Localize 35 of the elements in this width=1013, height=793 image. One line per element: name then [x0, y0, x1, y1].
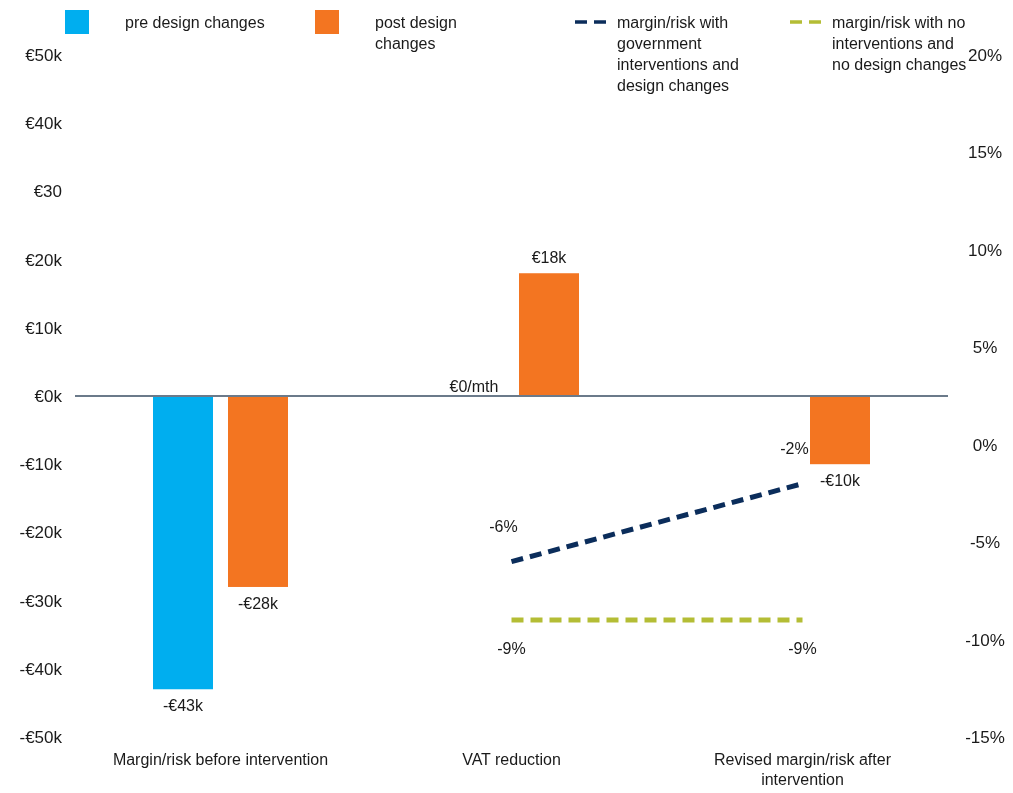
y-tick-label: -€30k — [19, 591, 63, 611]
data-label: €18k — [531, 249, 568, 267]
x-tick-label: VAT reduction — [462, 751, 561, 768]
y-tick-label: -€10k — [19, 455, 63, 475]
y2-tick-label: 5% — [972, 338, 998, 358]
data-label: -6% — [489, 517, 518, 535]
legend-label: pre design changes — [125, 14, 265, 31]
y2-tick-label: 20% — [967, 45, 1003, 65]
y-tick-label: -€50k — [19, 727, 63, 747]
y-tick-label: -€20k — [19, 523, 63, 543]
y-tick-label: €0k — [34, 386, 63, 406]
data-label: -€10k — [819, 472, 862, 490]
data-label: -€43k — [162, 697, 205, 715]
y2-tick-label: 15% — [967, 143, 1003, 163]
data-label: -2% — [780, 439, 809, 457]
data-label: -9% — [497, 640, 526, 658]
x-tick-label: Revised margin/risk after intervention — [714, 751, 892, 788]
legend-label: margin/risk with government interventions and design changes — [617, 14, 739, 94]
y-tick-label: €20k — [25, 250, 63, 270]
legend-label: margin/risk with no interventions and no design changes — [832, 14, 967, 73]
y2-tick-label: -10% — [965, 630, 1005, 650]
y2-tick-label: -15% — [965, 727, 1005, 747]
y2-tick-label: -5% — [969, 533, 1001, 553]
x-tick-label: Margin/risk before intervention — [112, 751, 329, 768]
data-label: -€28k — [237, 594, 280, 612]
y-tick-label: €50k — [25, 45, 63, 65]
y2-tick-label: 0% — [972, 435, 998, 455]
y2-tick-label: 10% — [967, 240, 1003, 260]
y-tick-label: €30 — [33, 182, 62, 202]
y-tick-label: -€40k — [19, 659, 63, 679]
data-label: -9% — [788, 640, 817, 658]
y-tick-label: €10k — [25, 318, 63, 338]
y-tick-label: €40k — [25, 114, 63, 134]
legend-label: post design changes — [375, 14, 457, 52]
data-label: €0/mth — [449, 378, 499, 395]
